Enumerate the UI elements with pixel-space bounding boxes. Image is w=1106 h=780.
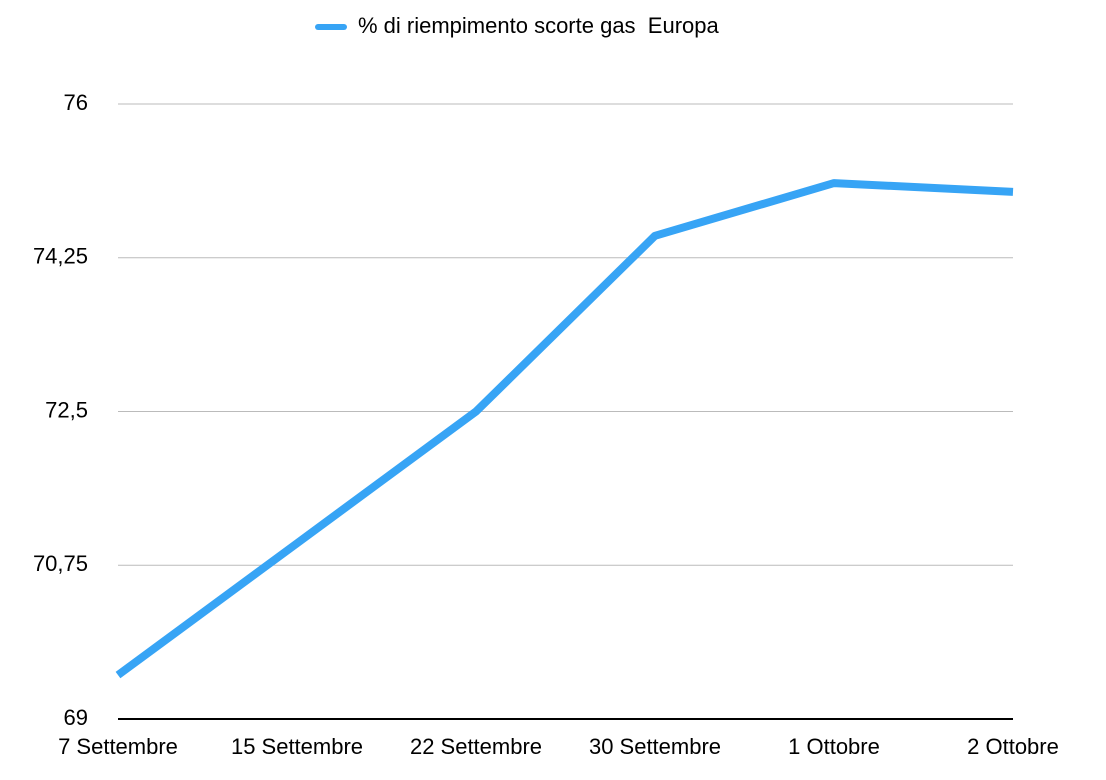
x-tick-label: 7 Settembre (58, 734, 178, 759)
x-tick-label: 15 Settembre (231, 734, 363, 759)
x-tick-label: 30 Settembre (589, 734, 721, 759)
y-tick-label: 69 (64, 705, 88, 730)
x-tick-label: 22 Settembre (410, 734, 542, 759)
legend-label: % di riempimento scorte gas Europa (358, 13, 719, 38)
y-tick-label: 72,5 (45, 397, 88, 422)
y-tick-label: 74,25 (33, 244, 88, 269)
x-tick-label: 1 Ottobre (788, 734, 880, 759)
y-tick-label: 76 (64, 90, 88, 115)
data-line (115, 179, 1014, 679)
x-tick-label: 2 Ottobre (967, 734, 1059, 759)
y-tick-label: 70,75 (33, 551, 88, 576)
